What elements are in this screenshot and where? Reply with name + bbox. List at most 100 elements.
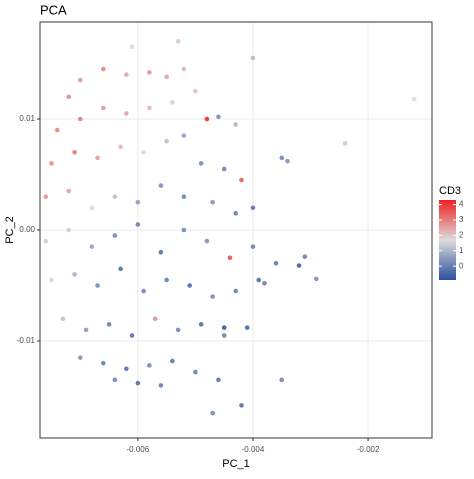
point (147, 105, 152, 111)
point (313, 276, 319, 282)
point (170, 358, 175, 364)
point (147, 363, 152, 368)
point (101, 360, 106, 366)
point (181, 66, 187, 72)
point (227, 255, 233, 261)
point (239, 177, 244, 183)
point (210, 410, 215, 416)
point (250, 55, 256, 61)
point (49, 161, 54, 166)
point (147, 70, 152, 75)
colorbar-label: 1 (459, 246, 464, 255)
point (141, 288, 146, 294)
point (296, 263, 302, 268)
point (210, 199, 215, 205)
point (158, 383, 164, 388)
point (89, 244, 95, 249)
point (106, 322, 112, 327)
point (175, 327, 181, 333)
point (54, 127, 60, 133)
y-tick-label: 0.01 (19, 114, 35, 123)
point (233, 122, 239, 127)
point (129, 44, 135, 50)
y-axis-title: PC_2 (4, 216, 16, 244)
point (66, 94, 72, 100)
points (43, 39, 417, 416)
point (112, 377, 118, 383)
point (233, 288, 239, 294)
point (411, 96, 417, 102)
point (158, 249, 164, 255)
point (101, 66, 106, 72)
point (170, 100, 175, 105)
point (124, 72, 129, 77)
point (77, 355, 83, 360)
point (135, 380, 141, 386)
point (66, 227, 72, 233)
point (216, 377, 221, 383)
axes: -0.006 -0.004 -0.002 -0.01 0.00 0.01 (17, 114, 380, 454)
grid (40, 22, 432, 438)
point (77, 116, 83, 122)
point (239, 403, 244, 408)
point (129, 333, 135, 338)
point (66, 188, 72, 194)
point (118, 266, 123, 272)
point (279, 155, 285, 161)
point (72, 150, 77, 155)
y-tick-label: -0.01 (17, 336, 36, 345)
point (193, 88, 198, 94)
colorbar-label: 2 (459, 230, 464, 239)
point (181, 133, 187, 138)
y-tick-label: 0.00 (19, 225, 35, 234)
point (256, 277, 262, 283)
chart-title: PCA (40, 2, 67, 17)
point (43, 238, 49, 244)
legend-title: CD3 (439, 185, 461, 197)
point (285, 158, 290, 164)
point (181, 227, 187, 233)
point (95, 283, 100, 288)
point (221, 325, 227, 330)
point (112, 194, 118, 200)
point (193, 369, 198, 375)
point (83, 327, 89, 333)
point (49, 277, 54, 283)
x-axis-title: PC_1 (222, 458, 250, 470)
point (244, 325, 250, 330)
point (164, 277, 169, 283)
colorbar-label: 0 (459, 261, 464, 270)
colorbar-label: 4 (459, 200, 464, 209)
point (216, 114, 221, 120)
point (77, 77, 83, 83)
point (135, 222, 141, 227)
point (152, 316, 158, 322)
x-tick-label: -0.006 (127, 445, 150, 454)
point (210, 294, 215, 299)
point (302, 254, 308, 259)
colorbar (439, 200, 456, 280)
x-tick-label: -0.002 (357, 445, 380, 454)
point (221, 333, 227, 338)
point (43, 194, 49, 200)
point (95, 155, 100, 161)
point (124, 366, 129, 372)
point (164, 138, 169, 144)
point (101, 105, 106, 111)
point (164, 74, 169, 80)
point (342, 141, 348, 146)
x-tick-label: -0.004 (242, 445, 265, 454)
point (204, 116, 210, 122)
point (204, 238, 210, 244)
point (221, 166, 227, 172)
point (250, 205, 256, 211)
legend: 0 1 2 3 4 (439, 200, 464, 280)
point (112, 233, 118, 238)
point (262, 280, 267, 286)
point (198, 161, 204, 166)
point (124, 111, 129, 116)
colorbar-label: 3 (459, 215, 464, 224)
point (118, 144, 123, 150)
point (187, 283, 192, 288)
point (135, 199, 141, 205)
